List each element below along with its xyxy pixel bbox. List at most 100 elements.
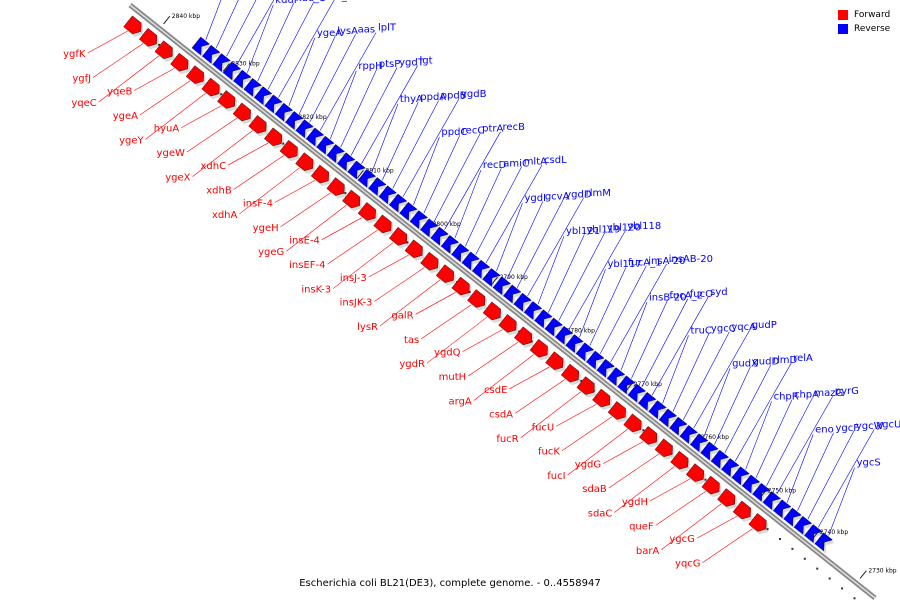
ygdb-gene bbox=[388, 193, 408, 213]
gene-label-ygea: ygeA bbox=[113, 111, 138, 122]
gene-label-thya: thyA bbox=[400, 94, 423, 105]
gene-label-kudd-2: kudD_2 bbox=[316, 0, 353, 2]
ygew-leader bbox=[186, 117, 238, 153]
gene-label-insjk-3: insJK-3 bbox=[340, 297, 373, 308]
gene-label-ygdr: ygdR bbox=[399, 359, 425, 370]
fucu-gene bbox=[592, 388, 611, 408]
fuco-leader bbox=[641, 298, 689, 387]
insk-3-gene bbox=[389, 226, 408, 246]
gene-label-tas: tas bbox=[404, 335, 419, 346]
yqcg-leader bbox=[702, 528, 753, 563]
kdu-1-leader bbox=[257, 2, 294, 82]
ygdh-leader bbox=[649, 478, 691, 502]
ygcs-leader bbox=[828, 467, 855, 536]
ygdt-leader bbox=[350, 67, 398, 156]
ygdb-leader bbox=[402, 98, 460, 197]
ygcf-gene bbox=[783, 507, 802, 527]
tas-gene bbox=[467, 289, 486, 308]
ybl120-gene bbox=[544, 317, 564, 337]
gene-label-arga: argA bbox=[449, 397, 472, 408]
ygey-leader bbox=[145, 93, 206, 140]
ybl120-leader bbox=[558, 232, 606, 321]
gene-label-ptra: ptrA bbox=[482, 124, 503, 135]
ptsp-gene bbox=[326, 144, 346, 163]
gene-label-lysa: lysA bbox=[337, 26, 358, 37]
gene-label-chpa: chpA bbox=[794, 390, 819, 401]
axis-minor-tick bbox=[778, 537, 781, 540]
recd-leader bbox=[454, 169, 482, 239]
sdab-leader bbox=[608, 453, 659, 489]
gene-label-arae: araE bbox=[336, 0, 359, 1]
csda-gene bbox=[560, 363, 580, 383]
insk-3-leader bbox=[332, 242, 394, 289]
gene-label-ygcf: ygcF bbox=[836, 423, 860, 434]
lysa-leader bbox=[298, 35, 336, 115]
gene-label-rlmd: rlmD bbox=[773, 355, 798, 366]
axis-minor-tick bbox=[580, 379, 583, 382]
galr-leader bbox=[415, 292, 456, 315]
gene-label-xdhc: xdhC bbox=[201, 161, 227, 172]
gene-label-ygdg: ygdG bbox=[575, 460, 601, 471]
gene-label-ygdi: ygdI bbox=[524, 193, 546, 204]
ptra-leader bbox=[433, 133, 481, 222]
ygdr-gene bbox=[482, 301, 501, 321]
ygfk-leader bbox=[87, 30, 128, 54]
axis-minor-tick bbox=[642, 429, 645, 432]
sdac-leader bbox=[614, 466, 675, 513]
lgt-gene bbox=[347, 160, 366, 180]
ygev-gene bbox=[191, 36, 211, 56]
ygea-leader bbox=[139, 80, 191, 116]
fucr-leader bbox=[520, 391, 581, 439]
csde-gene bbox=[545, 351, 564, 370]
insf-4-leader bbox=[274, 180, 316, 203]
axis-tick bbox=[490, 276, 498, 286]
ygcg-gene bbox=[732, 500, 751, 520]
gudp-gene bbox=[679, 425, 698, 444]
axis-minor-tick bbox=[220, 93, 223, 96]
quef-leader bbox=[655, 491, 706, 526]
gene-label-lplt: lplT bbox=[378, 23, 397, 34]
arga-gene bbox=[529, 338, 548, 358]
ygfj-gene bbox=[138, 27, 158, 47]
axis-tick-label: 2730 kbp bbox=[868, 568, 896, 575]
gene-label-yqcg: yqcG bbox=[675, 559, 701, 570]
csdl-leader bbox=[485, 164, 543, 264]
axis-tick-label: 2790 kbp bbox=[500, 274, 528, 281]
gene-label-ppda: ppdA bbox=[420, 92, 446, 103]
rpph-leader bbox=[330, 70, 357, 140]
bara-leader bbox=[661, 503, 722, 551]
insa-20-leader bbox=[599, 265, 647, 354]
syd-gene bbox=[638, 392, 657, 411]
kudd-2-leader bbox=[267, 1, 315, 90]
axis-minor-tick bbox=[468, 290, 471, 293]
fuci-leader bbox=[567, 428, 628, 476]
ybl121-leader bbox=[537, 236, 565, 305]
axis-minor-tick bbox=[344, 192, 347, 195]
ygef-leader bbox=[236, 0, 275, 65]
gene-label-csde: csdE bbox=[484, 385, 507, 396]
mazg-gene bbox=[752, 482, 771, 502]
mazg-leader bbox=[766, 397, 813, 487]
inse-4-gene bbox=[357, 202, 376, 221]
gene-label-ygdb: ygdB bbox=[461, 89, 487, 100]
gene-label-ygfj: ygfJ bbox=[72, 74, 91, 85]
gudd-gene bbox=[700, 441, 719, 461]
ppda-gene bbox=[368, 177, 387, 196]
insjk-3-leader bbox=[374, 267, 425, 302]
yger-gene bbox=[202, 44, 221, 64]
hyua-leader bbox=[181, 105, 222, 129]
gene-label-chpr: chpR bbox=[774, 391, 799, 402]
gene-label-csdl: csdL bbox=[544, 155, 567, 166]
axis-minor-tick bbox=[841, 587, 844, 590]
ybl119-gene bbox=[534, 309, 553, 329]
chpa-gene bbox=[741, 474, 761, 494]
gene-label-yqec: yqeC bbox=[71, 98, 96, 109]
gene-label-ppdb: ppdB bbox=[441, 90, 467, 101]
gene-label-fucu: fucU bbox=[532, 422, 555, 433]
ybl118-gene bbox=[555, 325, 574, 345]
lgt-leader bbox=[361, 65, 418, 164]
axis-tick-label: 2840 kbp bbox=[172, 13, 200, 20]
aas-gene bbox=[295, 119, 314, 139]
ygea-gene bbox=[185, 65, 204, 84]
